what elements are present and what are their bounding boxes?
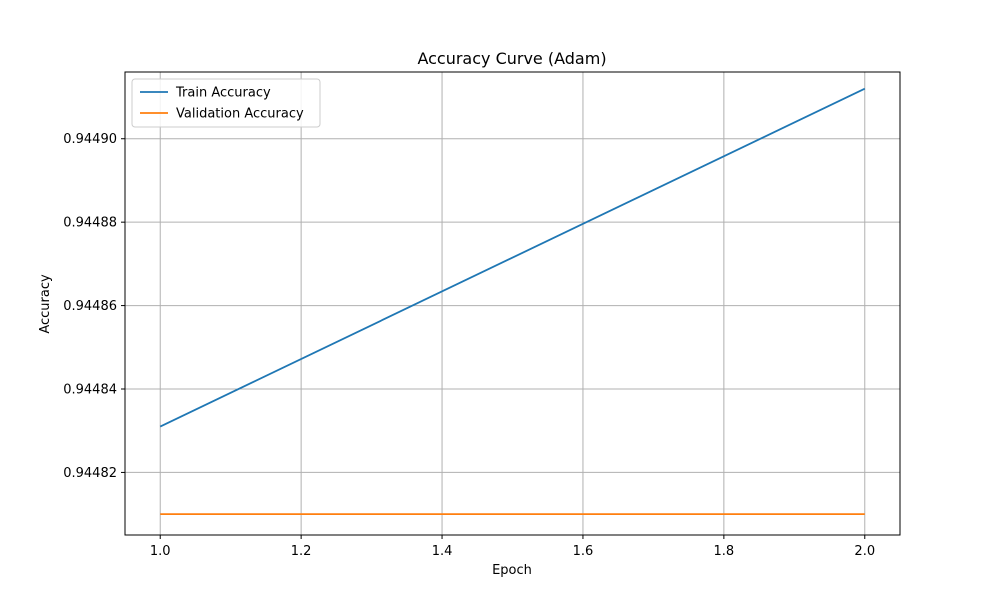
legend-label-train-accuracy: Train Accuracy bbox=[175, 86, 271, 101]
x-tick-label: 1.0 bbox=[150, 544, 171, 559]
series-line-train-accuracy bbox=[159, 87, 866, 428]
legend-box bbox=[131, 78, 321, 128]
y-tick-label: 0.94486 bbox=[63, 299, 117, 314]
legend-label-validation-accuracy: Validation Accuracy bbox=[176, 107, 304, 122]
x-tick-label: 1.2 bbox=[291, 544, 312, 559]
x-tick-label: 2.0 bbox=[854, 544, 875, 559]
y-axis-label: Accuracy bbox=[38, 274, 53, 334]
y-tick-label: 0.94490 bbox=[63, 132, 117, 147]
y-tick-label: 0.94484 bbox=[63, 383, 117, 398]
chart-title: Accuracy Curve (Adam) bbox=[417, 49, 606, 68]
y-tick-label: 0.94482 bbox=[63, 466, 117, 481]
plot-area-frame bbox=[124, 71, 901, 536]
x-tick-label: 1.8 bbox=[714, 544, 735, 559]
axis-ticks: 1.0 1.2 1.4 1.6 1.8 2.0 0.94482 0.94484 0.94486 0… bbox=[63, 132, 875, 559]
x-axis-label: Epoch bbox=[492, 563, 532, 578]
x-tick-label: 1.4 bbox=[432, 544, 453, 559]
y-tick-label: 0.94488 bbox=[63, 216, 117, 231]
plot-series bbox=[159, 87, 866, 516]
grid-lines bbox=[125, 72, 900, 535]
x-tick-label: 1.6 bbox=[573, 544, 594, 559]
legend: Train Accuracy Validation Accuracy bbox=[131, 78, 321, 128]
